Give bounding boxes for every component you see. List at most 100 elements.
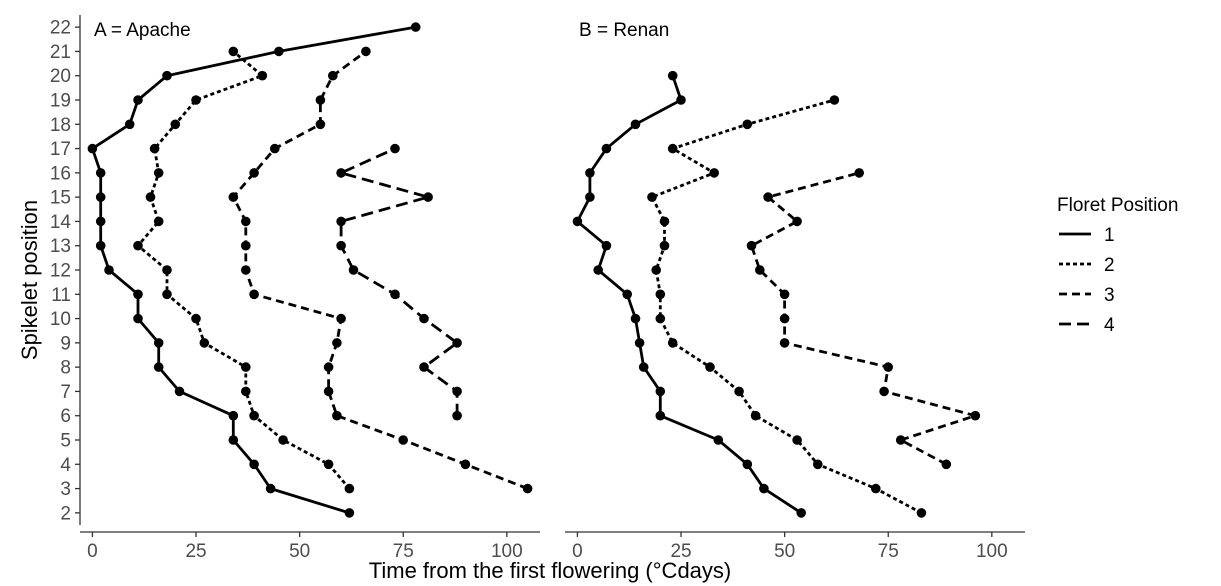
data-point-floret-3: [249, 289, 259, 300]
data-point-floret-2: [871, 483, 881, 494]
y-tick-label: 6: [60, 406, 71, 427]
x-tick-label: 0: [87, 541, 98, 562]
data-point-floret-2: [813, 459, 823, 470]
data-point-floret-1: [410, 22, 421, 32]
data-point-floret-1: [622, 289, 632, 300]
y-tick-label: 7: [60, 382, 71, 403]
x-tick-label: 100: [491, 541, 523, 562]
data-point-floret-3: [941, 459, 952, 470]
legend-label: 2: [1104, 255, 1115, 276]
data-point-floret-4: [336, 168, 346, 178]
data-point-floret-2: [734, 386, 744, 397]
data-point-floret-4: [390, 289, 400, 300]
data-point-floret-1: [95, 240, 106, 251]
data-point-floret-1: [585, 168, 595, 178]
x-tick-label: 75: [878, 541, 899, 562]
data-point-floret-2: [241, 386, 251, 397]
y-tick-label: 8: [60, 358, 71, 379]
chart-panels: 0 25 50 75 100 A = Apache 0 25 50 75 100 B = Renan: [80, 20, 1025, 562]
data-point-floret-2: [241, 362, 251, 372]
data-point-floret-2: [647, 192, 657, 202]
data-point-floret-1: [742, 459, 753, 470]
y-tick-label: 5: [60, 431, 71, 452]
data-point-floret-2: [655, 313, 666, 324]
data-point-floret-2: [153, 168, 164, 178]
data-point-floret-1: [124, 119, 135, 130]
x-axis-title: Time from the first flowering (°Cdays): [369, 558, 732, 583]
data-point-floret-4: [336, 240, 346, 251]
data-point-floret-1: [162, 70, 172, 81]
legend-label: 4: [1104, 315, 1115, 336]
series-line-floret-3: [231, 50, 529, 490]
y-tick-label: 19: [50, 91, 71, 112]
data-point-floret-3: [792, 216, 802, 227]
data-point-floret-4: [419, 362, 429, 372]
data-point-floret-1: [265, 483, 276, 494]
data-point-floret-3: [522, 483, 533, 494]
data-point-floret-1: [585, 192, 595, 202]
data-point-floret-1: [344, 508, 355, 518]
data-point-floret-3: [241, 265, 251, 275]
data-point-floret-3: [315, 95, 326, 105]
data-point-floret-3: [228, 192, 239, 202]
data-point-floret-4: [452, 338, 462, 348]
data-point-floret-1: [228, 410, 239, 421]
data-point-floret-4: [419, 313, 429, 324]
data-point-floret-1: [630, 119, 641, 130]
data-point-floret-1: [274, 46, 284, 57]
data-point-floret-2: [667, 143, 678, 154]
data-point-floret-2: [191, 313, 201, 324]
data-point-floret-1: [601, 143, 612, 154]
data-point-floret-1: [667, 70, 678, 81]
data-point-floret-2: [829, 95, 840, 105]
y-tick-label: 22: [50, 18, 71, 39]
y-tick-label: 14: [50, 212, 72, 233]
legend: Floret Position 1 2 3 4: [1057, 195, 1178, 336]
data-point-floret-3: [361, 46, 371, 57]
data-point-floret-1: [104, 265, 114, 275]
data-point-floret-3: [323, 386, 334, 397]
x-tick-label: 0: [572, 541, 583, 562]
data-point-floret-3: [241, 216, 251, 227]
data-point-floret-1: [95, 168, 106, 178]
data-point-floret-3: [270, 143, 280, 154]
data-point-floret-1: [153, 338, 164, 348]
data-point-floret-3: [332, 410, 342, 421]
data-point-floret-1: [133, 95, 143, 105]
data-point-floret-4: [336, 216, 346, 227]
y-tick-label: 16: [50, 163, 71, 184]
data-point-floret-1: [153, 362, 164, 372]
data-point-floret-1: [87, 143, 98, 154]
y-tick-label: 3: [60, 479, 71, 500]
data-point-floret-2: [199, 338, 210, 348]
data-point-floret-3: [336, 313, 346, 324]
data-point-floret-3: [460, 459, 471, 470]
data-point-floret-3: [249, 168, 259, 178]
data-point-floret-3: [323, 362, 334, 372]
data-point-floret-1: [655, 410, 666, 421]
data-point-floret-2: [249, 410, 259, 421]
data-point-floret-3: [241, 240, 251, 251]
data-point-floret-2: [667, 338, 678, 348]
legend-title: Floret Position: [1057, 195, 1178, 216]
data-point-floret-1: [796, 508, 806, 518]
data-point-floret-2: [145, 192, 156, 202]
x-tick-label: 75: [393, 541, 414, 562]
data-point-floret-1: [249, 459, 259, 470]
data-point-floret-3: [779, 313, 790, 324]
data-point-floret-3: [970, 410, 981, 421]
x-tick-label: 25: [670, 541, 691, 562]
data-point-floret-1: [601, 240, 612, 251]
data-point-floret-3: [328, 70, 338, 81]
panel-a: 0 25 50 75 100 A = Apache: [80, 20, 540, 562]
y-tick-label: 11: [51, 285, 71, 306]
data-point-floret-2: [709, 168, 719, 178]
data-point-floret-3: [879, 386, 889, 397]
legend-label: 1: [1104, 225, 1115, 246]
data-point-floret-3: [763, 192, 773, 202]
data-point-floret-2: [750, 410, 761, 421]
y-tick-label: 13: [50, 236, 71, 257]
series-line-floret-1: [576, 75, 802, 515]
data-point-floret-3: [779, 289, 790, 300]
